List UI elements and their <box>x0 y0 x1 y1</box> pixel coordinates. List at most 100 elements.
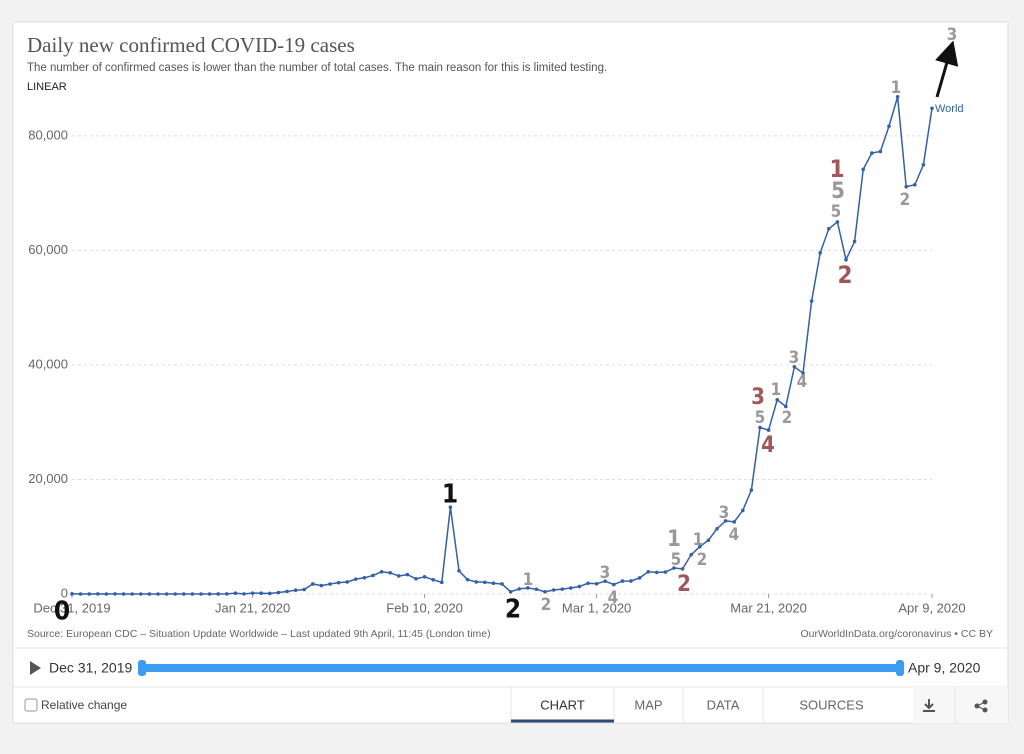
data-point <box>801 371 805 375</box>
annotation: 0 <box>54 597 70 627</box>
data-point <box>182 592 186 596</box>
data-point <box>809 299 814 303</box>
data-point <box>913 182 917 187</box>
data-point <box>156 592 160 596</box>
data-point <box>465 577 470 582</box>
scale-toggle[interactable]: LINEAR <box>27 81 67 93</box>
data-point <box>586 581 590 586</box>
data-point <box>440 580 444 585</box>
annotation: 3 <box>789 348 800 368</box>
tab[interactable]: MAP <box>634 697 662 712</box>
x-tick-label: Mar 21, 2020 <box>730 600 807 615</box>
data-point <box>852 239 857 244</box>
data-point <box>784 404 788 409</box>
data-point <box>268 591 272 596</box>
series-label: World <box>935 103 964 115</box>
data-point <box>629 579 633 583</box>
data-point <box>775 397 779 402</box>
data-point <box>190 592 195 596</box>
data-point <box>225 592 229 596</box>
annotation: 2 <box>782 408 793 428</box>
data-point <box>448 505 453 510</box>
credit: OurWorldInData.org/coronavirus • CC BY <box>800 628 993 640</box>
data-point <box>594 581 599 586</box>
data-point <box>646 570 650 574</box>
data-point <box>362 575 367 580</box>
data-point <box>543 590 547 594</box>
share-icon[interactable] <box>974 699 988 713</box>
data-point <box>500 582 504 586</box>
checkbox[interactable] <box>24 698 38 712</box>
subtitle: The number of confirmed cases is lower t… <box>27 62 607 74</box>
annotation: 3 <box>751 385 765 410</box>
data-point <box>414 577 418 581</box>
annotation: 5 <box>831 202 842 222</box>
data-point <box>87 592 91 596</box>
data-point <box>603 579 607 583</box>
annotation: 1 <box>442 480 458 510</box>
data-point <box>285 589 289 594</box>
data-point <box>921 163 926 167</box>
data-point <box>371 573 375 578</box>
data-point <box>870 151 874 155</box>
data-point <box>422 574 427 579</box>
annotation: 3 <box>600 563 611 583</box>
data-point <box>732 520 736 524</box>
data-point <box>706 538 711 543</box>
annotation: 2 <box>837 261 852 289</box>
data-point <box>741 508 745 513</box>
download-icon[interactable] <box>923 699 935 712</box>
annotation: 5 <box>671 550 682 570</box>
data-point <box>474 580 479 584</box>
annotation: 2 <box>541 595 552 615</box>
data-point <box>551 588 556 592</box>
data-point <box>715 526 719 531</box>
data-point <box>569 586 573 590</box>
timeline-handle[interactable] <box>138 660 146 676</box>
data-point <box>663 570 668 574</box>
annotation: 2 <box>900 190 911 210</box>
tab[interactable]: SOURCES <box>799 697 864 712</box>
data-point <box>818 250 822 255</box>
data-point <box>749 488 754 492</box>
data-point <box>491 581 496 585</box>
data-point <box>397 574 401 578</box>
play-button[interactable] <box>30 661 41 675</box>
data-point <box>328 582 332 586</box>
data-point <box>78 592 83 596</box>
data-point <box>534 587 539 592</box>
data-point <box>672 566 676 570</box>
data-point <box>457 569 461 573</box>
annotation: 1 <box>891 78 902 98</box>
data-point <box>345 580 350 584</box>
data-point <box>96 592 100 596</box>
annotation: 1 <box>523 570 534 590</box>
x-tick-label: Feb 10, 2020 <box>386 600 463 615</box>
data-point <box>508 589 513 594</box>
data-point <box>70 592 74 596</box>
data-point <box>792 365 797 369</box>
timeline-handle[interactable] <box>896 660 904 676</box>
data-point <box>147 592 152 596</box>
tab[interactable]: CHART <box>540 697 585 712</box>
annotation: 4 <box>797 372 808 392</box>
data-point <box>139 592 143 596</box>
data-point <box>207 592 212 596</box>
data-point <box>130 592 134 596</box>
annotation: 1 <box>771 380 782 400</box>
annotation: 5 <box>755 408 766 428</box>
data-point <box>388 571 393 575</box>
x-tick-label: Dec 31, 2019 <box>33 600 110 615</box>
data-point <box>319 583 324 588</box>
data-point <box>379 569 384 574</box>
annotation: 5 <box>831 179 845 204</box>
data-point <box>878 149 883 154</box>
data-point <box>250 591 255 595</box>
timeline-track[interactable] <box>142 664 900 672</box>
tab[interactable]: DATA <box>707 697 740 712</box>
relative-change-label: Relative change <box>41 698 127 712</box>
annotation-arrow <box>935 40 959 98</box>
data-point <box>766 428 771 432</box>
